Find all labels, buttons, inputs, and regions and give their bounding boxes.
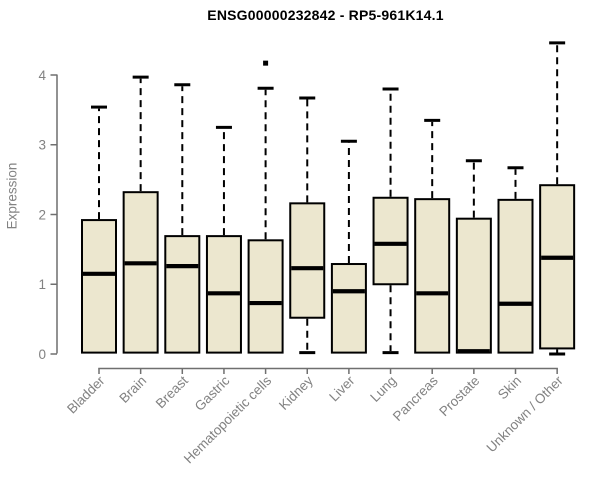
x-category-label: Breast xyxy=(153,373,191,411)
box-group-breast xyxy=(164,83,201,354)
y-tick-label: 0 xyxy=(38,347,46,362)
x-category-label: Prostate xyxy=(436,373,482,419)
box-rect xyxy=(372,196,409,286)
x-category-label: Skin xyxy=(495,373,524,402)
x-category-label: Lung xyxy=(367,373,399,405)
box-group-prostate xyxy=(455,159,492,354)
box-rect xyxy=(539,184,576,350)
box-group-brain xyxy=(122,75,159,354)
box-group-lung xyxy=(372,87,409,355)
chart-title: ENSG00000232842 - RP5-961K14.1 xyxy=(207,7,444,23)
outlier-point xyxy=(263,60,269,66)
x-category-label: Kidney xyxy=(276,373,316,413)
box-group-bladder xyxy=(81,105,117,354)
box-rect xyxy=(330,263,367,354)
x-category-label: Gastric xyxy=(192,373,233,414)
box-group-unknown-other xyxy=(539,41,576,356)
y-tick-label: 1 xyxy=(38,277,46,292)
box-rect xyxy=(164,235,201,354)
box-group-pancreas xyxy=(414,118,451,354)
x-category-label: Unknown / Other xyxy=(484,373,567,456)
box-rect xyxy=(81,219,117,354)
x-category-label: Liver xyxy=(326,373,358,405)
y-tick-label: 4 xyxy=(38,68,46,83)
y-tick-label: 2 xyxy=(38,207,46,222)
y-axis-label: Expression xyxy=(5,163,20,230)
box-rect xyxy=(247,239,284,354)
box-rect xyxy=(289,202,326,319)
x-category-label: Pancreas xyxy=(390,373,441,424)
box-rect xyxy=(497,198,534,354)
box-rect xyxy=(122,191,159,354)
box-rect xyxy=(455,217,492,354)
box-group-hematopoietic-cells xyxy=(247,60,284,354)
y-tick-label: 3 xyxy=(38,138,46,153)
x-category-label: Brain xyxy=(116,373,149,406)
box-group-liver xyxy=(330,139,367,354)
box-group-gastric xyxy=(205,125,242,354)
x-category-label: Bladder xyxy=(64,373,108,417)
box-rect xyxy=(414,198,451,354)
box-group-skin xyxy=(497,166,534,354)
box-group-kidney xyxy=(289,96,326,355)
